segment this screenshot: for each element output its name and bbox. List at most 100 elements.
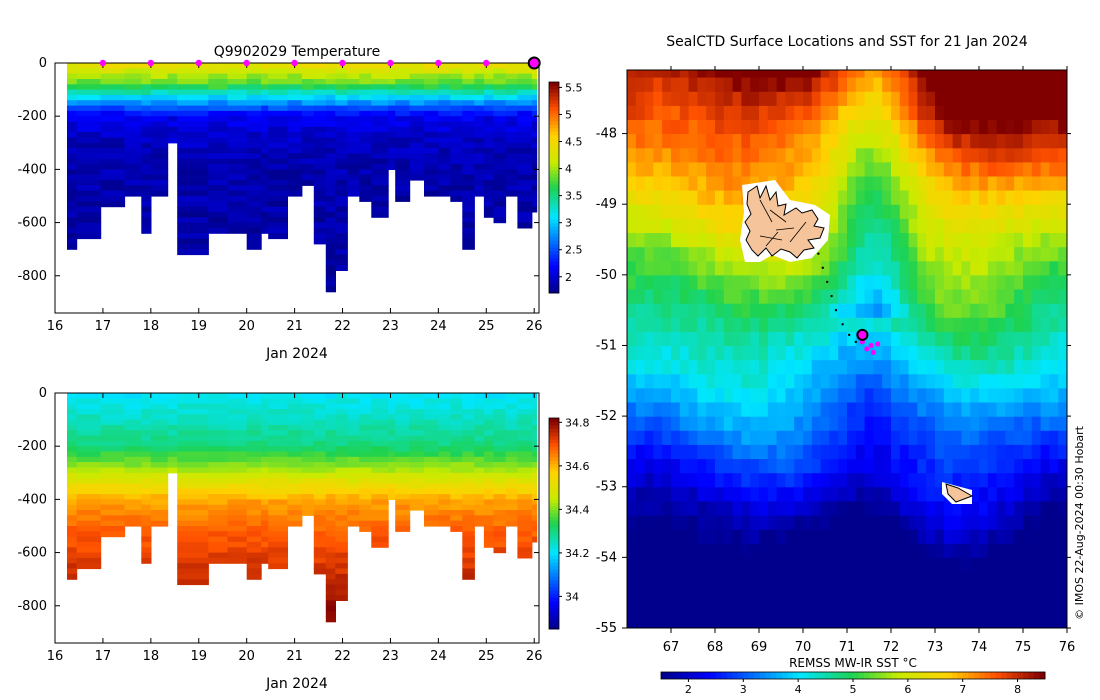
profile-cell	[371, 169, 389, 176]
profile-cell	[177, 579, 209, 586]
sst-cell	[653, 218, 663, 233]
profile-cell	[261, 100, 269, 107]
profile-cell	[261, 132, 269, 138]
profile-cell	[505, 440, 519, 447]
profile-cell	[76, 227, 102, 234]
profile-cell	[505, 169, 519, 176]
sst-cell	[732, 613, 742, 628]
sst-cell	[996, 359, 1006, 375]
profile-cell	[493, 180, 507, 186]
profile-cell	[150, 174, 169, 181]
profile-cell	[517, 494, 533, 500]
profile-cell	[177, 456, 209, 463]
profile-cell	[268, 206, 288, 213]
sst-cell	[697, 486, 707, 502]
profile-cell	[438, 435, 451, 442]
sst-cell	[1049, 402, 1059, 417]
sst-cell	[891, 472, 901, 488]
profile-cell	[261, 180, 269, 186]
profile-cell	[483, 169, 495, 176]
profile-cell	[517, 148, 533, 154]
profile-cell	[67, 158, 78, 165]
profile-cell	[76, 456, 102, 463]
sst-cell	[697, 387, 707, 403]
profile-cell	[227, 158, 248, 165]
sst-cell	[1040, 345, 1050, 361]
profile-cell	[150, 462, 169, 468]
sst-cell	[979, 557, 989, 573]
profile-cell	[76, 63, 102, 69]
profile-cell	[395, 73, 411, 80]
profile-cell	[67, 126, 78, 133]
profile-cell	[246, 520, 262, 527]
profile-cell	[76, 142, 102, 149]
profile-cell	[505, 148, 519, 154]
sst-cell	[829, 175, 839, 191]
sst-cell	[697, 472, 707, 488]
profile-cell	[395, 467, 411, 474]
sst-cell	[759, 359, 769, 375]
daily-marker	[195, 59, 202, 67]
colorbar-segment	[549, 449, 559, 454]
profile-cell	[483, 541, 495, 548]
profile-cell	[517, 222, 533, 229]
sst-cell	[899, 416, 910, 431]
sst-cell	[847, 486, 857, 502]
sst-cell	[679, 529, 690, 544]
profile-cell	[371, 148, 389, 154]
profile-cell	[438, 116, 451, 123]
profile-cell	[409, 137, 425, 144]
profile-cell	[474, 414, 485, 421]
profile-cell	[424, 520, 439, 527]
x-tick-label: 76	[1059, 640, 1076, 655]
profile-cell	[531, 499, 538, 506]
profile-cell	[313, 84, 327, 91]
profile-cell	[450, 483, 463, 490]
profile-cell	[359, 478, 372, 484]
profile-cell	[325, 190, 336, 197]
profile-cell	[438, 393, 451, 399]
profile-cell	[335, 547, 348, 554]
sst-cell	[1005, 133, 1015, 149]
profile-cell	[167, 126, 178, 133]
sst-cell	[1031, 472, 1042, 488]
sst-cell	[1031, 317, 1042, 332]
sst-cell	[847, 91, 857, 106]
sst-cell	[635, 359, 646, 375]
profile-cell	[347, 430, 360, 437]
profile-cell	[268, 233, 288, 240]
sst-cell	[1014, 416, 1024, 431]
profile-cell	[67, 541, 78, 548]
sst-cell	[935, 472, 945, 488]
sst-cell	[864, 204, 874, 219]
sst-cell	[847, 515, 857, 530]
profile-cell	[335, 137, 348, 144]
colorbar-segment	[721, 672, 728, 679]
sst-cell	[1005, 147, 1015, 163]
y-tick-label: 0	[39, 56, 47, 71]
profile-cell	[76, 169, 102, 176]
profile-cell	[483, 132, 495, 138]
sst-cell	[794, 133, 804, 149]
profile-cell	[424, 137, 439, 144]
profile-cell	[141, 414, 152, 421]
sst-cell	[961, 303, 971, 318]
sst-cell	[1058, 472, 1067, 488]
colorbar-segment	[549, 145, 559, 150]
colorbar-segment	[549, 597, 559, 602]
sst-cell	[811, 133, 822, 149]
sst-cell	[1049, 119, 1059, 135]
profile-cell	[409, 398, 425, 405]
profile-cell	[100, 142, 126, 149]
sst-cell	[979, 402, 989, 417]
profile-cell	[287, 121, 303, 128]
sst-cell	[627, 260, 637, 276]
colorbar-segment	[776, 672, 783, 679]
sst-cell	[1049, 232, 1059, 248]
profile-cell	[268, 89, 288, 96]
sst-cell	[855, 317, 866, 332]
profile-cell	[227, 68, 248, 75]
colorbar-segment	[549, 169, 559, 174]
profile-cell	[141, 435, 152, 442]
sst-cell	[943, 246, 954, 262]
